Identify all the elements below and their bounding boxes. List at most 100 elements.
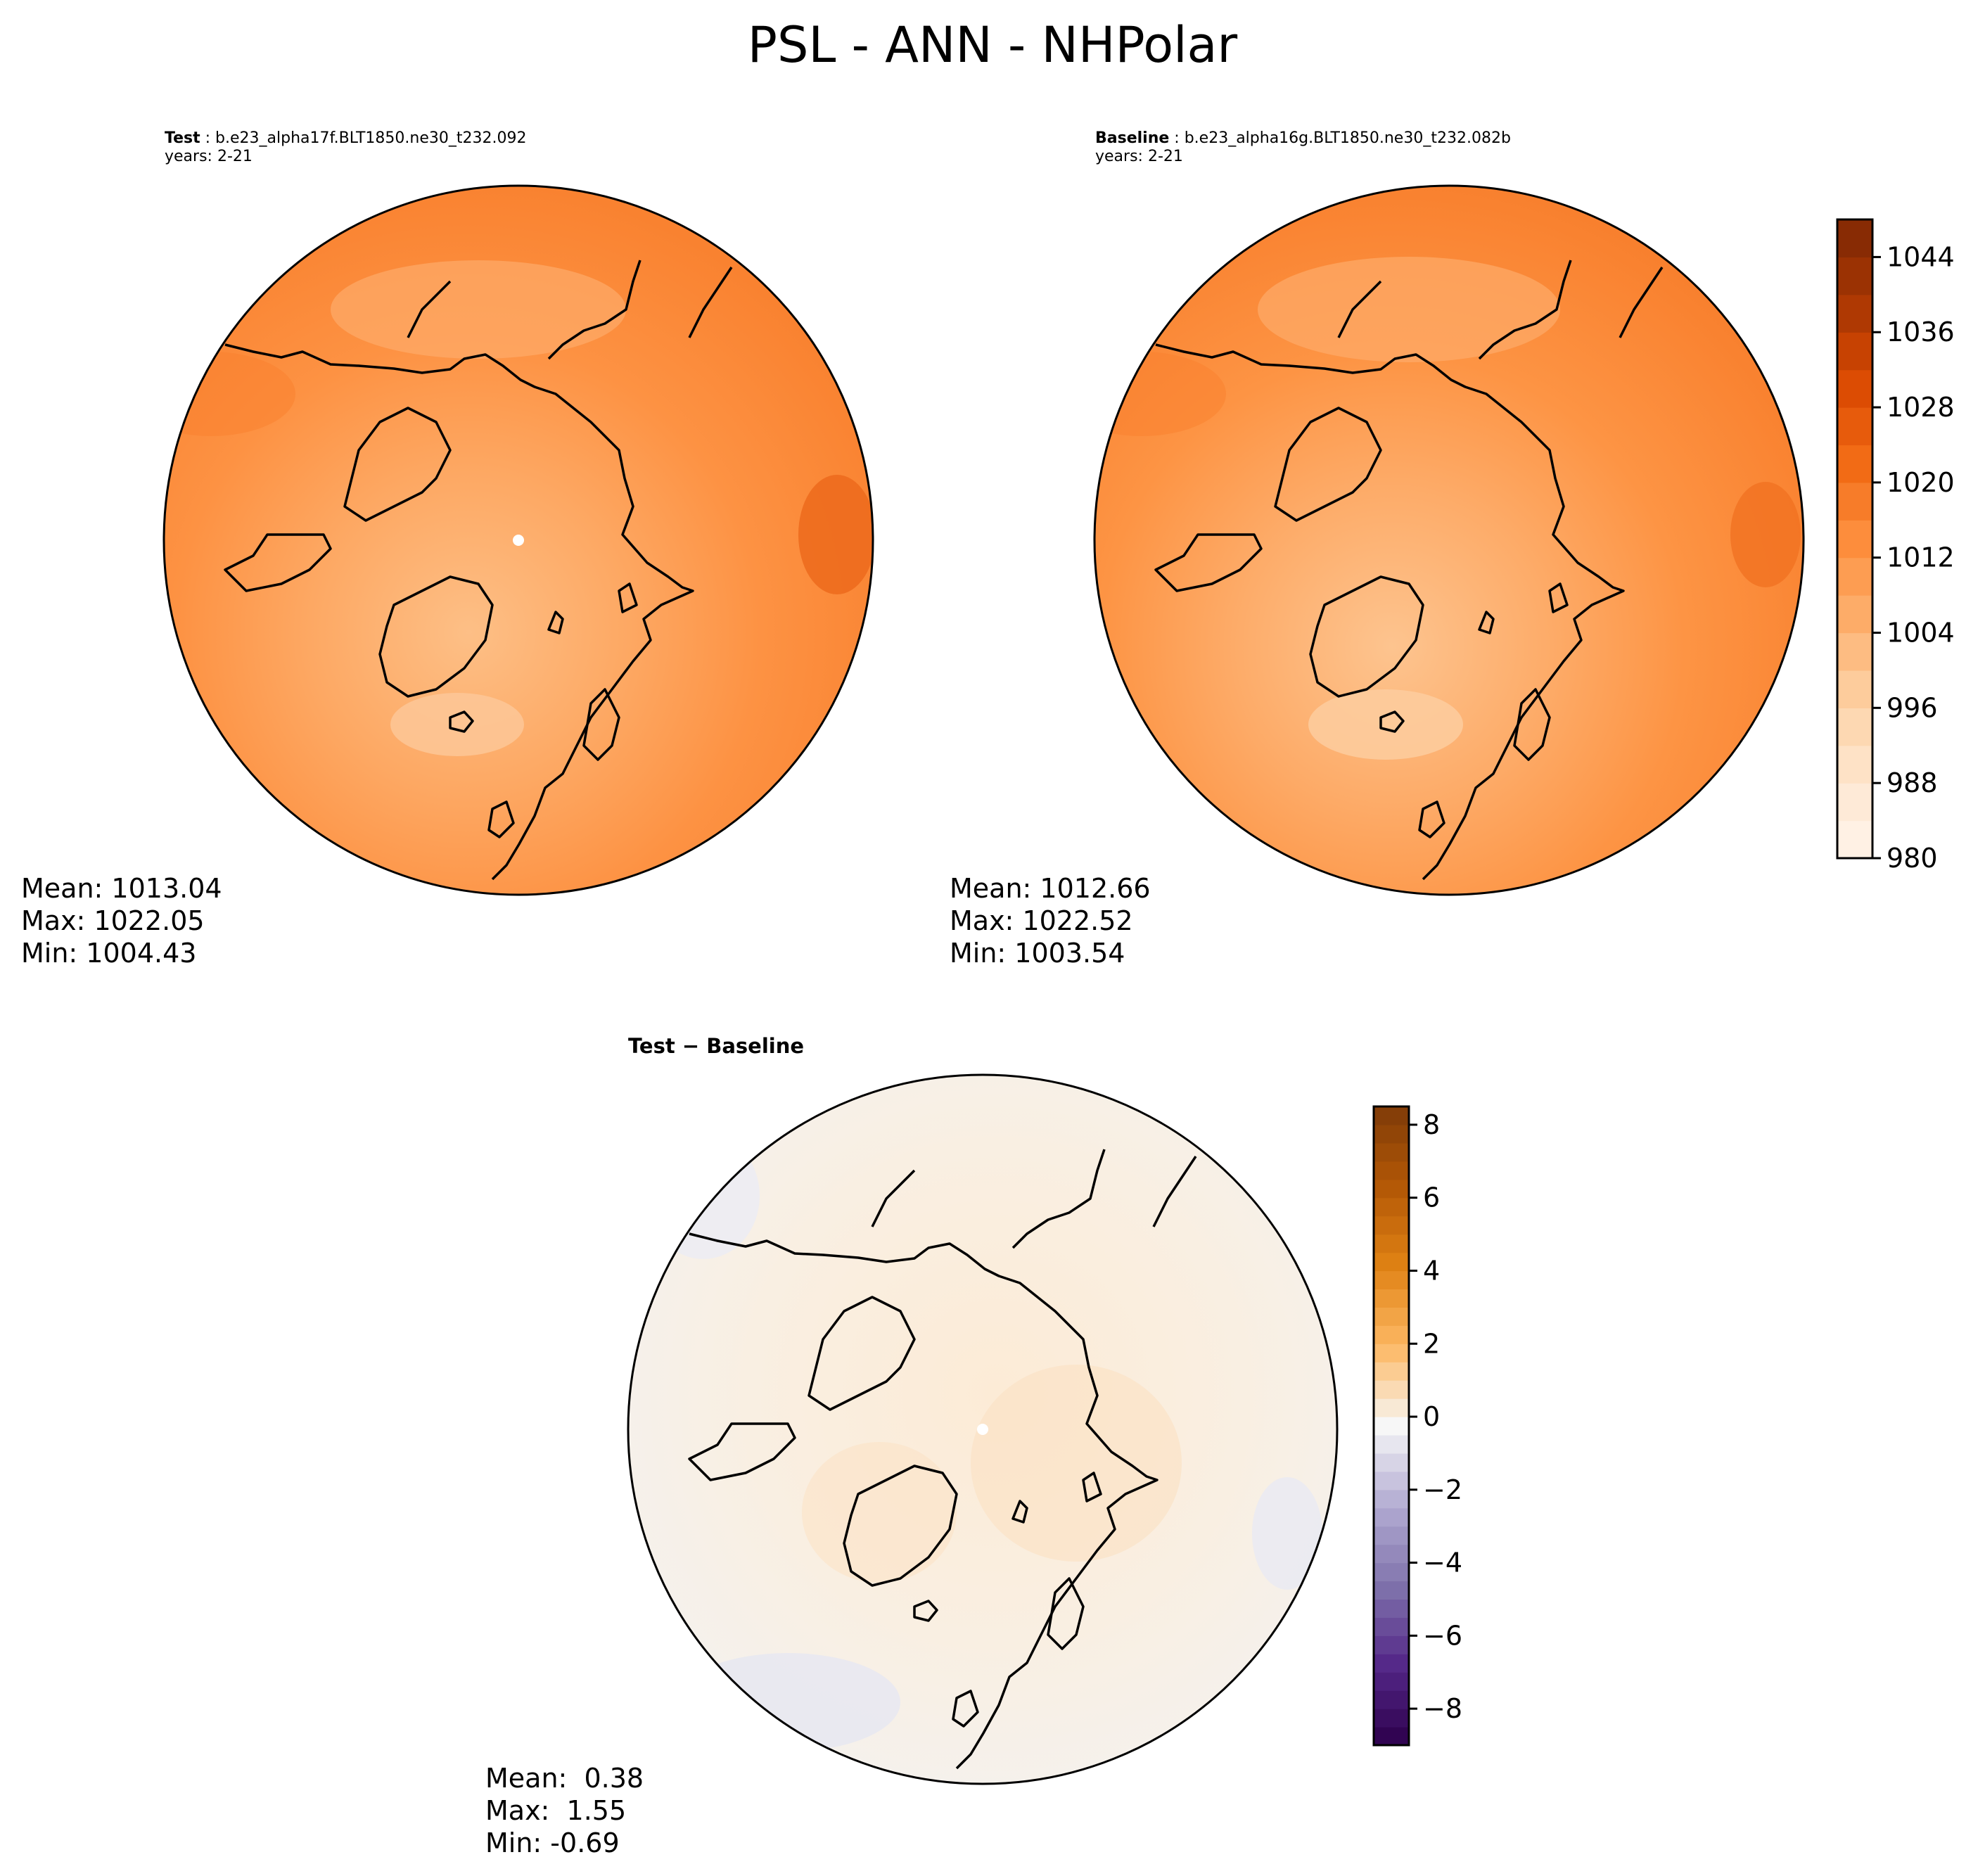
baseline-mean: Mean: 1012.66 <box>950 873 1151 904</box>
psl-colorbar-band <box>1837 745 1872 784</box>
diff-field-neg-east <box>1252 1477 1322 1590</box>
diff-coast-greenland <box>843 1465 958 1587</box>
diff-field-pos-east <box>971 1365 1182 1562</box>
diff-colorbar-band <box>1374 1142 1409 1162</box>
diff-panel-title: Test − Baseline <box>628 1034 805 1058</box>
diff-coast-hudson <box>688 1422 796 1481</box>
diff-coastlines <box>688 1149 1197 1770</box>
diff-coast-novaya <box>1082 1472 1102 1502</box>
diff-coast-britain <box>952 1690 979 1728</box>
test-coast-greenland <box>378 575 494 698</box>
psl-colorbar-band <box>1837 820 1872 859</box>
diff-field-pos-greenland <box>802 1442 957 1583</box>
psl-colorbar-tick-label: 988 <box>1887 767 1938 798</box>
diff-stats: Mean: 0.38 Max: 1.55 Min: -0.69 <box>485 1762 644 1859</box>
psl-colorbar-band <box>1837 294 1872 333</box>
test-coast-novaya <box>618 582 638 613</box>
test-stats: Mean: 1013.04 Max: 1022.05 Min: 1004.43 <box>21 872 222 969</box>
diff-colorbar-band <box>1374 1599 1409 1618</box>
diff-colorbar-band <box>1374 1507 1409 1527</box>
baseline-coast-kamchatka <box>1619 267 1664 338</box>
test-field-high-east <box>798 475 873 594</box>
test-coast-main <box>224 343 694 881</box>
diff-colorbar-band <box>1374 1672 1409 1691</box>
baseline-field-base <box>1094 186 1804 895</box>
test-mean: Mean: 1013.04 <box>21 873 222 904</box>
baseline-max: Max: 1022.52 <box>950 905 1133 936</box>
test-map <box>162 184 874 896</box>
test-min: Min: 1004.43 <box>21 938 197 969</box>
diff-colorbar-band <box>1374 1362 1409 1381</box>
diff-colorbar-band <box>1374 1380 1409 1399</box>
test-coast-scandinavia <box>582 688 620 761</box>
diff-coast-kamchatka <box>1152 1156 1197 1227</box>
diff-coast-alaska <box>871 1169 916 1227</box>
test-coast-britain <box>487 800 515 838</box>
baseline-min: Min: 1003.54 <box>950 938 1125 969</box>
diff-colorbar-band <box>1374 1526 1409 1545</box>
baseline-stats: Mean: 1012.66 Max: 1022.52 Min: 1003.54 <box>950 872 1151 969</box>
diff-colorbar-band <box>1374 1471 1409 1491</box>
diff-colorbar-band <box>1374 1398 1409 1417</box>
baseline-coast-chukotka <box>1478 260 1572 360</box>
diff-coast-archipelago <box>808 1296 916 1411</box>
baseline-coast-alaska <box>1337 280 1382 338</box>
baseline-coastlines <box>1154 260 1664 881</box>
diff-colorbar-band <box>1374 1197 1409 1217</box>
psl-colorbar-tick-label: 1012 <box>1887 542 1955 573</box>
diff-field-neg-north <box>647 1132 760 1259</box>
diff-colorbar-band <box>1374 1489 1409 1509</box>
diff-colorbar-band <box>1374 1654 1409 1673</box>
diff-colorbar-band <box>1374 1727 1409 1746</box>
test-coastlines <box>224 260 733 881</box>
baseline-map <box>1093 184 1805 896</box>
diff-min: Min: -0.69 <box>485 1827 620 1858</box>
test-field-lobe-north <box>331 260 626 359</box>
baseline-label: Baseline <box>1095 129 1170 147</box>
diff-mean: Mean: 0.38 <box>485 1763 644 1794</box>
psl-colorbar-band <box>1837 219 1872 258</box>
diff-colorbar-tick-label: 2 <box>1423 1328 1440 1359</box>
psl-colorbar-band <box>1837 407 1872 446</box>
diff-colorbar-band <box>1374 1417 1409 1436</box>
diff-colorbar-band <box>1374 1179 1409 1199</box>
test-case-name: b.e23_alpha17f.BLT1850.ne30_t232.092 <box>215 129 527 147</box>
baseline-coast-svalbard <box>1478 611 1495 634</box>
diff-colorbar-band <box>1374 1215 1409 1235</box>
diff-colorbar-band <box>1374 1325 1409 1344</box>
psl-colorbar-tick-label: 980 <box>1887 843 1938 874</box>
baseline-coast-britain <box>1418 800 1445 838</box>
diff-colorbar-band <box>1374 1124 1409 1144</box>
psl-colorbar-band <box>1837 332 1872 371</box>
diff-colorbar-tick-label: −4 <box>1423 1548 1462 1578</box>
diff-map <box>627 1073 1339 1785</box>
test-coast-hudson <box>224 533 332 592</box>
psl-colorbar-tick-label: 1044 <box>1887 241 1955 272</box>
psl-colorbar-band <box>1837 557 1872 596</box>
diff-colorbar-tick-label: −8 <box>1423 1693 1462 1724</box>
psl-colorbar-tick-label: 1028 <box>1887 392 1955 423</box>
psl-colorbar-tick-label: 996 <box>1887 692 1938 723</box>
psl-colorbar-band <box>1837 482 1872 521</box>
psl-colorbar-band <box>1837 520 1872 559</box>
test-years: years: 2-21 <box>165 148 253 165</box>
diff-colorbar-band <box>1374 1161 1409 1180</box>
psl-colorbar-tick-label: 1020 <box>1887 467 1955 498</box>
diff-coast-svalbard <box>1011 1500 1028 1524</box>
baseline-map-frame <box>1093 184 1805 896</box>
diff-colorbar-tick-label: 4 <box>1423 1255 1440 1286</box>
test-field-low-iceland <box>390 693 524 756</box>
test-panel-header: Test : b.e23_alpha17f.BLT1850.ne30_t232.… <box>165 129 527 165</box>
psl-colorbar-band <box>1837 445 1872 483</box>
diff-colorbar-tick-label: −6 <box>1423 1620 1462 1651</box>
psl-colorbar: 980 988 996 1004 1012 1020 1028 1036 1044 <box>1836 218 1955 874</box>
psl-colorbar-tick-label: 1004 <box>1887 618 1955 649</box>
diff-colorbar-band <box>1374 1562 1409 1582</box>
test-label: Test <box>165 129 200 147</box>
diff-colorbar-band <box>1374 1234 1409 1253</box>
test-max: Max: 1022.05 <box>21 905 205 936</box>
baseline-coast-iceland <box>1379 710 1405 733</box>
test-coast-svalbard <box>547 611 564 634</box>
diff-colorbar-band <box>1374 1270 1409 1290</box>
baseline-coast-novaya <box>1548 582 1569 613</box>
